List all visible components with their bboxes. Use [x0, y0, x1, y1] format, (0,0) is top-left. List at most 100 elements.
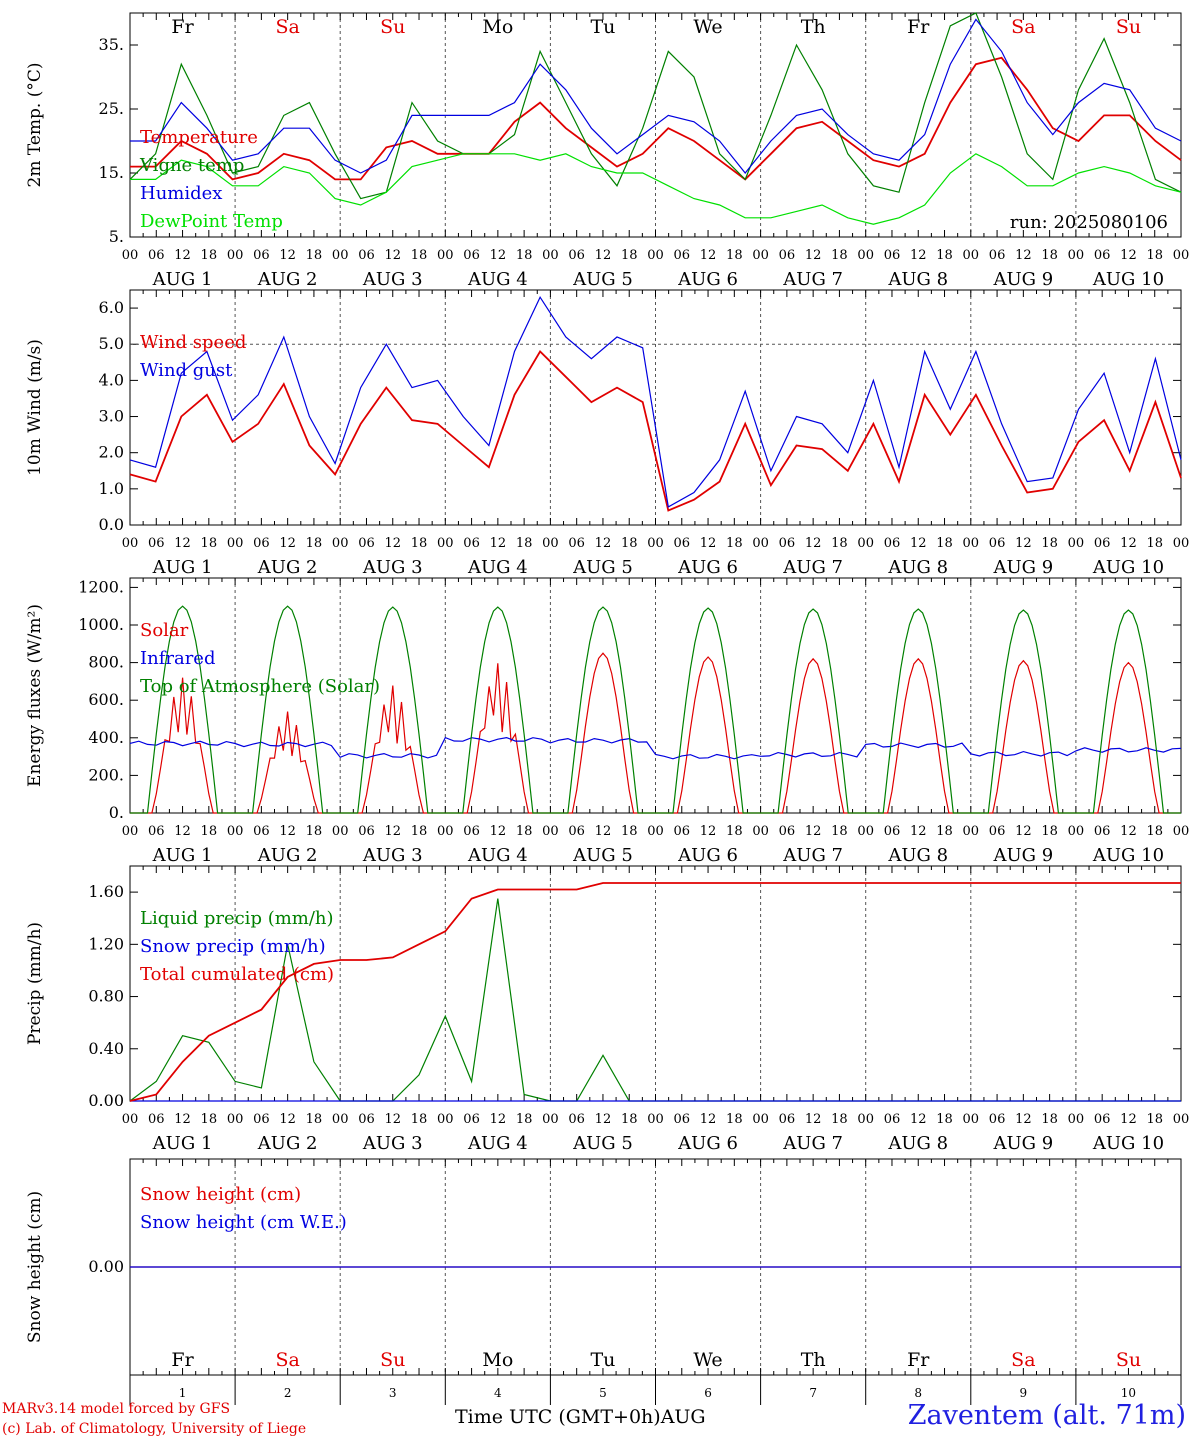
x-hour-label: 00	[647, 536, 664, 551]
legend-entry: Top of Atmosphere (Solar)	[140, 676, 380, 697]
weekday-label: Fr	[907, 1349, 930, 1371]
y-tick-label: 2.0	[99, 443, 124, 462]
day-number: 4	[494, 1386, 502, 1400]
x-hour-label: 00	[332, 824, 349, 839]
legend-entry: Temperature	[140, 127, 258, 148]
x-hour-label: 18	[726, 1112, 743, 1127]
x-date-label: AUG 10	[1092, 845, 1164, 866]
weekday-label: Sa	[275, 1349, 299, 1371]
weekday-label: Mo	[482, 1349, 513, 1371]
x-date-label: AUG 8	[887, 1133, 948, 1154]
x-hour-label: 00	[122, 536, 139, 551]
y-axis-label: 2m Temp. (°C)	[25, 62, 45, 187]
run-label: run: 2025080106	[1010, 212, 1168, 233]
x-hour-label: 12	[700, 824, 717, 839]
x-hour-label: 06	[148, 536, 165, 551]
x-hour-label: 18	[936, 536, 953, 551]
x-hour-label: 06	[1094, 1112, 1111, 1127]
x-date-label: AUG 4	[467, 845, 528, 866]
x-hour-label: 06	[463, 536, 480, 551]
x-hour-label: 18	[726, 248, 743, 263]
legend-entry: DewPoint Temp	[140, 211, 283, 232]
series-line-vigne-temp	[129, 12, 1182, 200]
x-hour-label: 00	[752, 248, 769, 263]
x-date-label: AUG 2	[257, 557, 318, 578]
x-hour-label: 12	[700, 248, 717, 263]
y-tick-label: 800.	[88, 653, 124, 672]
x-hour-label: 12	[595, 824, 612, 839]
x-hour-label: 00	[963, 1112, 980, 1127]
x-hour-label: 06	[989, 824, 1006, 839]
legend-entry: Total cumulated (cm)	[140, 964, 334, 985]
x-date-label: AUG 2	[257, 1133, 318, 1154]
x-hour-label: 18	[1146, 248, 1163, 263]
x-hour-label: 12	[910, 248, 927, 263]
x-hour-label: 12	[174, 248, 191, 263]
series-line-infrared	[129, 736, 1182, 760]
x-hour-label: 12	[384, 1112, 401, 1127]
x-hour-label: 06	[568, 536, 585, 551]
weekday-label: Fr	[171, 1349, 194, 1371]
weekday-label: Tu	[590, 16, 615, 38]
x-date-label: AUG 6	[677, 1133, 738, 1154]
series-line-dewpoint-temp	[130, 153, 1182, 225]
y-tick-label: 4.0	[99, 370, 124, 389]
day-number: 9	[1020, 1386, 1028, 1400]
series-line-top-of-atmosphere-solar-	[130, 605, 1181, 814]
model-credit: MARv3.14 model forced by GFS	[2, 1401, 231, 1417]
x-hour-label: 18	[411, 248, 428, 263]
x-hour-label: 06	[568, 1112, 585, 1127]
x-hour-label: 00	[857, 1112, 874, 1127]
x-hour-label: 18	[831, 824, 848, 839]
x-date-label: AUG 3	[362, 1133, 423, 1154]
x-hour-label: 00	[1068, 536, 1085, 551]
x-date-label: AUG 1	[152, 557, 213, 578]
x-date-label: AUG 6	[677, 557, 738, 578]
x-hour-label: 06	[568, 824, 585, 839]
x-hour-label: 00	[1173, 824, 1190, 839]
x-hour-label: 06	[358, 536, 375, 551]
y-tick-label: 600.	[88, 690, 124, 709]
legend-entry: Snow height (cm W.E.)	[140, 1212, 347, 1233]
x-hour-label: 18	[1041, 824, 1058, 839]
x-hour-label: 06	[358, 248, 375, 263]
weekday-label: Su	[1116, 1349, 1141, 1371]
legend-entry: Humidex	[140, 183, 222, 204]
x-hour-label: 12	[805, 536, 822, 551]
x-hour-label: 00	[647, 248, 664, 263]
x-hour-label: 18	[306, 1112, 323, 1127]
x-hour-label: 18	[831, 1112, 848, 1127]
x-hour-label: 12	[805, 824, 822, 839]
x-date-label: AUG 3	[362, 845, 423, 866]
x-hour-label: 00	[752, 1112, 769, 1127]
x-hour-label: 06	[148, 1112, 165, 1127]
x-hour-label: 06	[989, 536, 1006, 551]
x-hour-label: 00	[332, 536, 349, 551]
series-line-wind-speed	[129, 350, 1182, 512]
x-hour-label: 00	[857, 536, 874, 551]
x-hour-label: 06	[358, 1112, 375, 1127]
weekday-label: Sa	[1011, 16, 1035, 38]
x-hour-label: 06	[148, 824, 165, 839]
day-number: 10	[1121, 1386, 1136, 1400]
x-hour-label: 12	[174, 824, 191, 839]
y-tick-label: 200.	[88, 765, 124, 784]
x-hour-label: 18	[201, 824, 218, 839]
y-axis-label: Snow height (cm)	[25, 1191, 45, 1343]
x-hour-label: 00	[647, 824, 664, 839]
x-hour-label: 12	[910, 824, 927, 839]
x-axis-title: Time UTC (GMT+0h)AUG	[455, 1406, 706, 1428]
series-line-humidex	[130, 18, 1182, 174]
x-hour-label: 12	[910, 536, 927, 551]
weekday-label: We	[693, 1349, 722, 1371]
x-hour-label: 18	[831, 536, 848, 551]
y-axis-label: 10m Wind (m/s)	[25, 339, 45, 476]
x-date-label: AUG 7	[782, 845, 843, 866]
y-tick-label: 25.	[99, 99, 124, 118]
x-hour-label: 12	[490, 824, 507, 839]
x-date-label: AUG 9	[992, 557, 1053, 578]
x-hour-label: 12	[384, 248, 401, 263]
x-date-label: AUG 1	[152, 269, 213, 290]
y-tick-label: 0.	[109, 803, 124, 822]
